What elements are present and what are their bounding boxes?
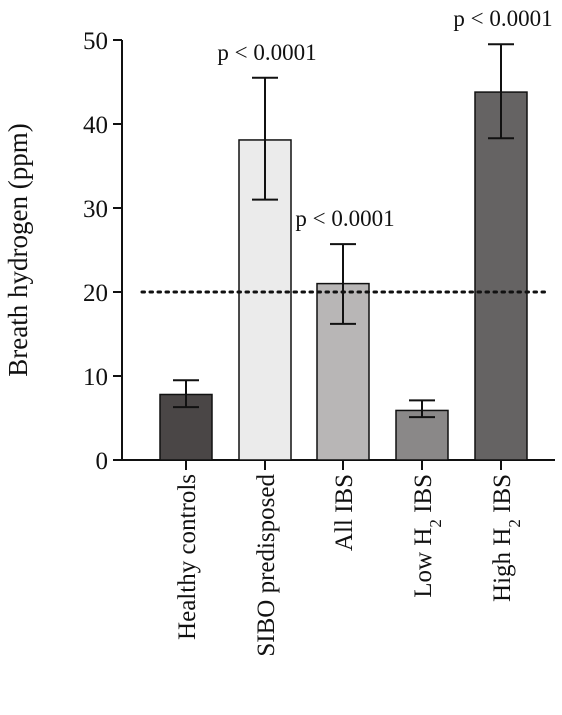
x-tick-label-2: SIBO predisposed [253, 474, 280, 657]
p-value-annotation-3: p < 0.0001 [453, 6, 552, 31]
x-tick-label-3: All IBS [331, 474, 358, 551]
y-axis-label: Breath hydrogen (ppm) [3, 123, 33, 376]
y-tick-label-40: 40 [83, 112, 108, 139]
y-tick-label-10: 10 [83, 364, 108, 391]
y-tick-label-0: 0 [96, 448, 109, 475]
y-tick-label-50: 50 [83, 28, 108, 55]
bar-5 [474, 91, 528, 461]
x-tick-label-5: High H2 IBS [489, 474, 524, 602]
y-tick-label-20: 20 [83, 280, 108, 307]
plot-area: 0 10 20 30 40 50 Healthy controls SIBO predispo… [83, 6, 555, 657]
bar-4 [395, 409, 449, 461]
p-value-annotation-2: p < 0.0001 [295, 206, 394, 231]
y-tick-label-30: 30 [83, 196, 108, 223]
p-value-annotation-1: p < 0.0001 [217, 40, 316, 65]
x-tick-label-1: Healthy controls [174, 474, 201, 640]
x-tick-label-4: Low H2 IBS [410, 474, 445, 598]
